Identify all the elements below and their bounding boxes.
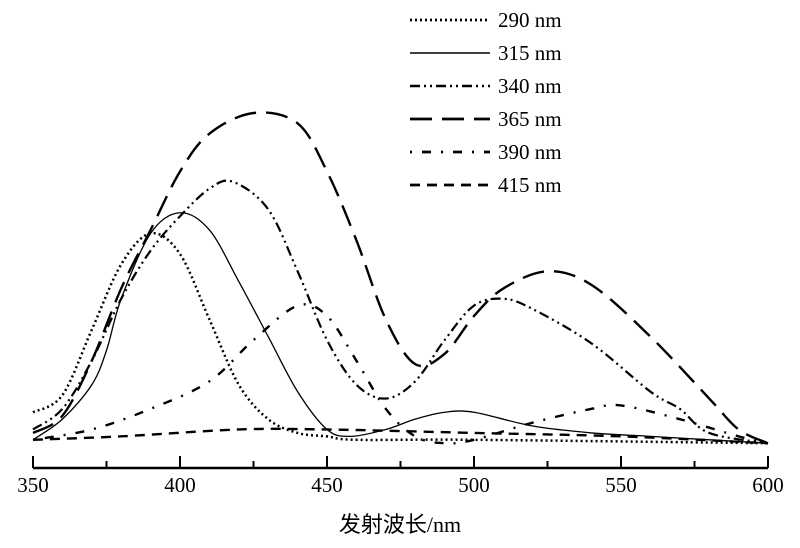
x-tick-label: 400 xyxy=(164,473,196,497)
series-line-415nm xyxy=(32,427,769,445)
legend-label: 415 nm xyxy=(498,173,562,197)
legend-label: 365 nm xyxy=(498,107,562,131)
x-tick-label: 600 xyxy=(752,473,784,497)
series-line-390nm xyxy=(32,303,769,445)
x-tick-label: 500 xyxy=(458,473,490,497)
x-tick-label: 350 xyxy=(17,473,49,497)
x-tick-label: 550 xyxy=(605,473,637,497)
series-line-365nm xyxy=(32,111,769,445)
legend-label: 390 nm xyxy=(498,140,562,164)
series-line-290nm xyxy=(32,231,769,445)
legend-label: 340 nm xyxy=(498,74,562,98)
series-line-340nm xyxy=(32,179,769,445)
x-tick-label: 450 xyxy=(311,473,343,497)
legend-label: 315 nm xyxy=(498,41,562,65)
legend-label: 290 nm xyxy=(498,8,562,32)
x-axis-label: 发射波长/nm xyxy=(339,512,461,537)
series-line-315nm xyxy=(32,212,769,444)
